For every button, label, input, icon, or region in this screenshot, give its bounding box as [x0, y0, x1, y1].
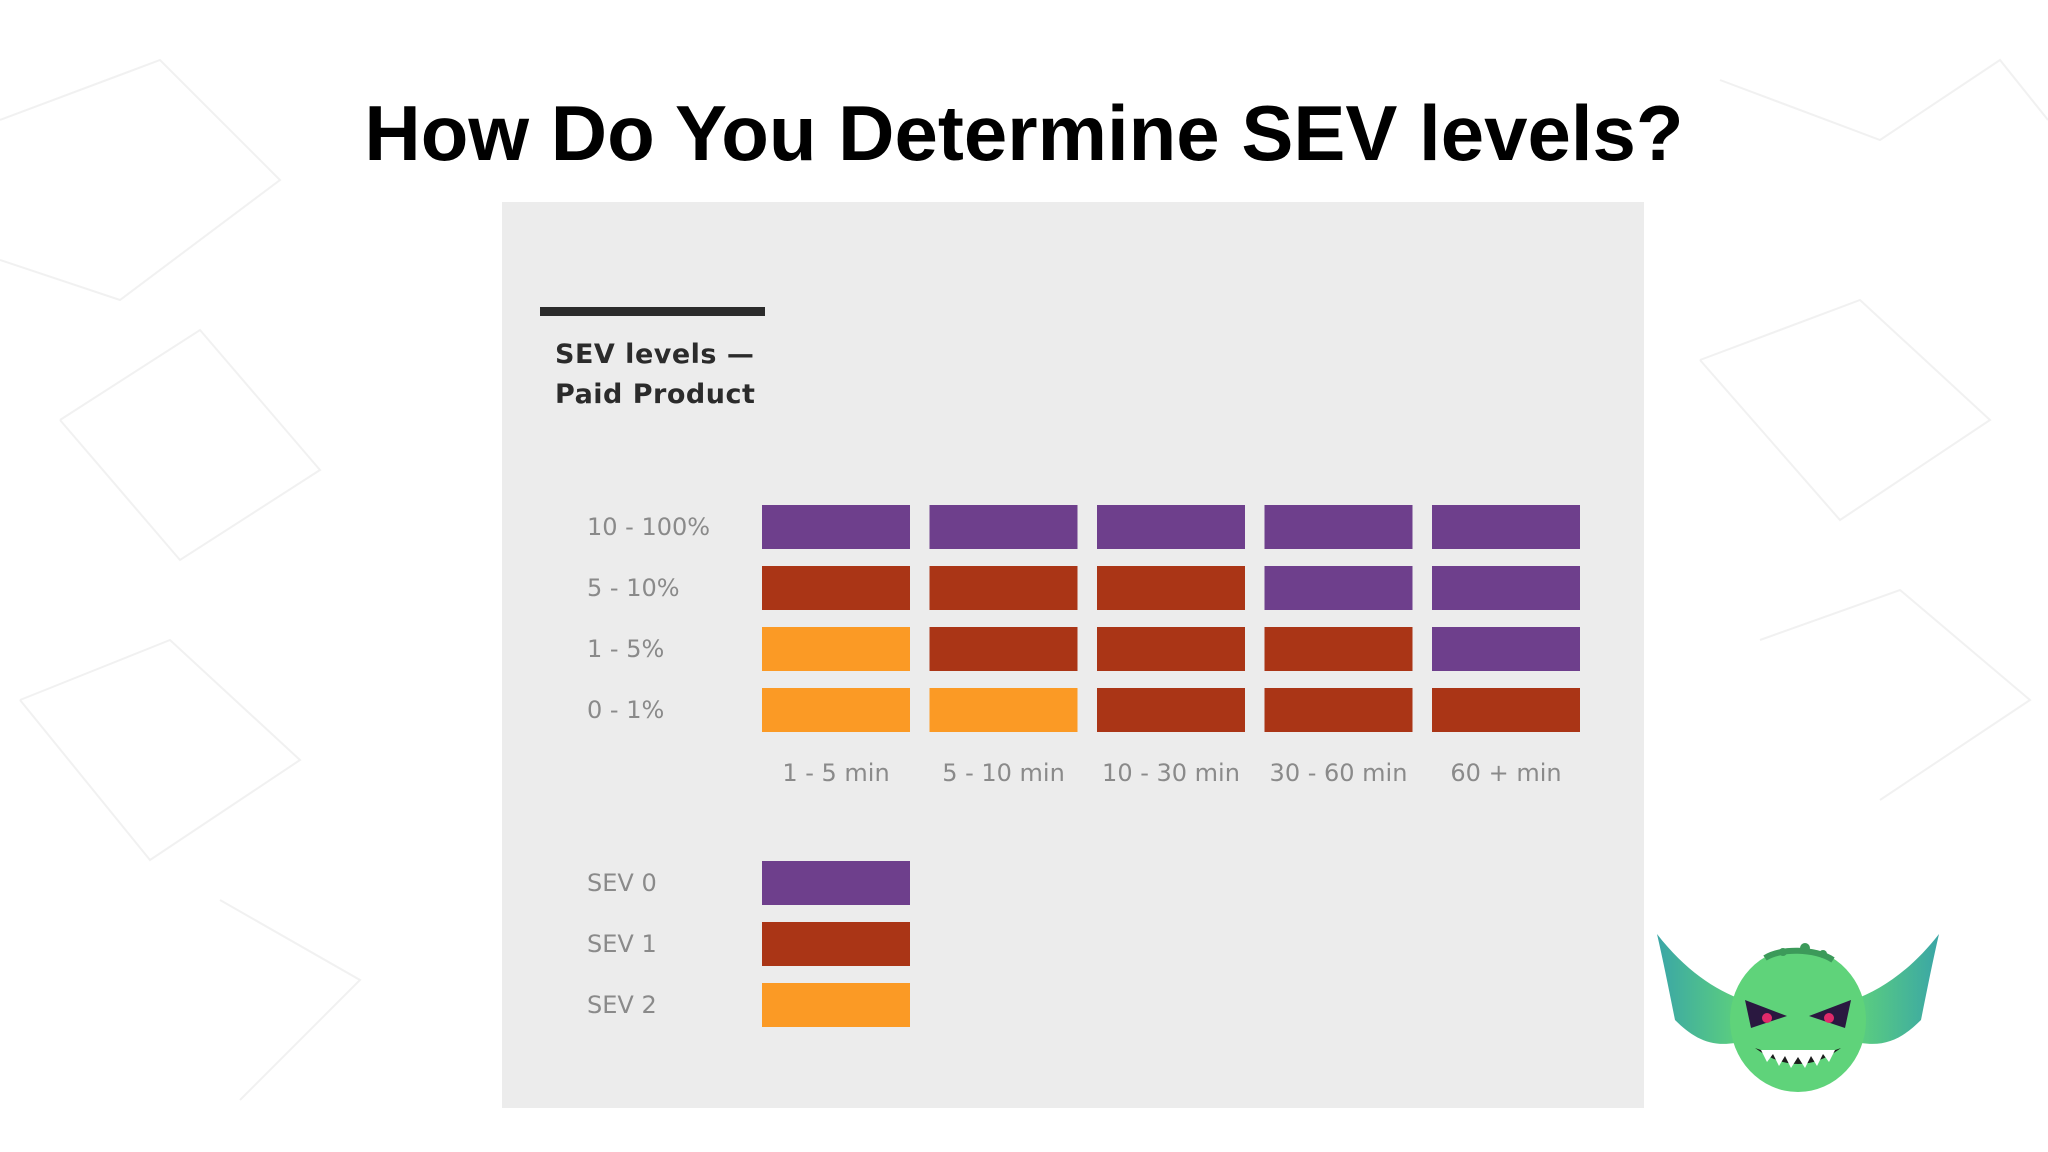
- legend-label: SEV 1: [587, 930, 657, 958]
- chart-title-line-2: Paid Product: [555, 379, 756, 410]
- x-tick-label: 5 - 10 min: [942, 759, 1065, 787]
- matrix-cell: [1097, 566, 1245, 610]
- panel-title-rule: [540, 307, 765, 316]
- matrix-cell: [762, 566, 910, 610]
- x-tick-label: 10 - 30 min: [1102, 759, 1240, 787]
- matrix-cell: [1264, 505, 1413, 549]
- y-tick-label: 10 - 100%: [587, 513, 710, 541]
- slide-title: How Do You Determine SEV levels?: [364, 89, 1684, 177]
- legend-swatch: [762, 983, 910, 1027]
- matrix-cell: [929, 627, 1078, 671]
- matrix-cell: [929, 505, 1078, 549]
- matrix-cell: [762, 627, 910, 671]
- y-tick-label: 0 - 1%: [587, 696, 664, 724]
- x-tick-label: 1 - 5 min: [782, 759, 889, 787]
- y-tick-label: 5 - 10%: [587, 574, 680, 602]
- matrix-cell: [1097, 688, 1245, 732]
- matrix-cell: [929, 566, 1078, 610]
- matrix-cell: [1264, 627, 1413, 671]
- matrix-cell: [762, 505, 910, 549]
- matrix-cell: [929, 688, 1078, 732]
- y-tick-label: 1 - 5%: [587, 635, 664, 663]
- sev-matrix-chart: 10 - 100% 5 - 10% 1 - 5% 0 - 1% 1 - 5 min 5 -…: [587, 505, 1580, 1027]
- matrix-cell: [1264, 566, 1413, 610]
- chart-title-line-1: SEV levels —: [555, 339, 755, 370]
- chart-title: SEV levels — Paid Product: [555, 335, 855, 415]
- matrix-cell: [1097, 505, 1245, 549]
- sev-chart-panel: SEV levels — Paid Product 10 - 100% 5 - 1…: [502, 202, 1644, 1108]
- x-tick-label: 30 - 60 min: [1270, 759, 1408, 787]
- goblin-mascot-icon: [1657, 934, 1939, 1092]
- legend-swatch: [762, 861, 910, 905]
- matrix-cell: [762, 688, 910, 732]
- matrix-cell: [1264, 688, 1413, 732]
- x-tick-label: 60 + min: [1450, 759, 1561, 787]
- matrix-cell: [1097, 627, 1245, 671]
- matrix-cell: [1432, 505, 1580, 549]
- matrix-cell: [1432, 688, 1580, 732]
- matrix-cell: [1432, 627, 1580, 671]
- matrix-cell: [1432, 566, 1580, 610]
- legend-swatch: [762, 922, 910, 966]
- legend-label: SEV 0: [587, 869, 657, 897]
- legend-label: SEV 2: [587, 991, 657, 1019]
